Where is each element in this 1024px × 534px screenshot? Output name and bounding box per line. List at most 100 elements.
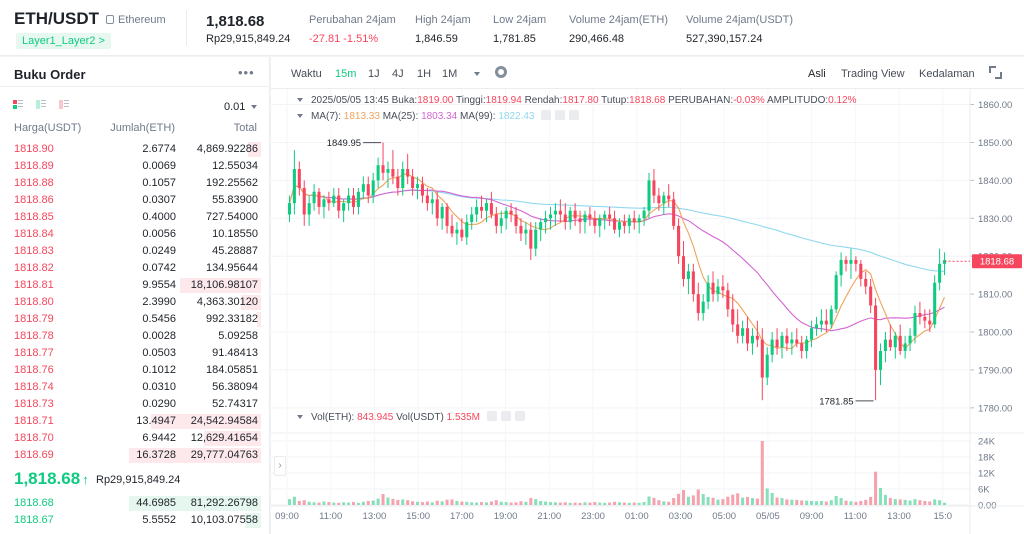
scroll-right-chevron-icon[interactable]: › <box>274 456 286 476</box>
volume-bar <box>844 500 848 505</box>
view-trading-view[interactable]: Trading View <box>841 68 905 80</box>
candle-body <box>814 324 819 329</box>
collapse-icon[interactable] <box>297 415 303 419</box>
ask-row[interactable]: 1818.78 0.0028 5.09258 <box>0 328 270 345</box>
time-tick-label: 05/05 <box>756 511 780 522</box>
visibility-icon[interactable] <box>486 411 497 421</box>
ask-row[interactable]: 1818.77 0.0503 91.48413 <box>0 345 270 362</box>
row-price: 1818.80 <box>14 296 54 308</box>
ask-row[interactable]: 1818.90 2.6774 4,869.92286 <box>0 141 270 158</box>
time-tick-label: 23:00 <box>581 511 605 522</box>
legend-change: -0.03% <box>733 95 765 106</box>
volume-bar <box>603 502 607 505</box>
ask-row[interactable]: 1818.70 6.9442 12,629.41654 <box>0 430 270 447</box>
volume-tick-label: 12K <box>978 469 996 480</box>
orderbook-both-icon[interactable] <box>13 100 23 109</box>
ask-row[interactable]: 1818.82 0.0742 134.95644 <box>0 260 270 277</box>
volume-bar <box>662 501 666 505</box>
ask-row[interactable]: 1818.81 9.9554 18,106.98107 <box>0 277 270 294</box>
depth-bar <box>151 414 261 429</box>
time-tick-label: 19:00 <box>494 511 518 522</box>
row-price: 1818.78 <box>14 330 54 342</box>
volume-bar <box>859 501 863 505</box>
pair-title[interactable]: ETH/USDT <box>14 9 99 28</box>
volume-bar <box>351 502 356 505</box>
ask-row[interactable]: 1818.89 0.0069 12.55034 <box>0 158 270 175</box>
ask-row[interactable]: 1818.86 0.0307 55.83900 <box>0 192 270 209</box>
ask-row[interactable]: 1818.83 0.0249 45.28887 <box>0 243 270 260</box>
row-total: 10.18550 <box>212 228 258 240</box>
ask-row[interactable]: 1818.85 0.4000 727.54000 <box>0 209 270 226</box>
volume-bar <box>706 497 710 505</box>
precision-select[interactable]: 0.01 <box>224 100 258 114</box>
stat-volume-eth: Volume 24jam(ETH) 290,466.48 <box>569 13 668 46</box>
candlestick-chart[interactable]: 1780.001790.001800.001810.001820.001830.… <box>271 89 1024 534</box>
candle-body <box>337 195 341 211</box>
ask-row[interactable]: 1818.73 0.0290 52.74317 <box>0 396 270 413</box>
last-price[interactable]: 1,818.68 ↑ <box>14 469 89 490</box>
candle-body <box>568 210 572 223</box>
more-options-icon[interactable]: ••• <box>238 65 255 80</box>
expand-icon[interactable] <box>989 66 1002 79</box>
col-amount-header: Jumlah(ETH) <box>110 122 175 134</box>
settings-icon[interactable] <box>500 411 511 421</box>
close-icon[interactable] <box>514 411 525 421</box>
row-total: 18,106.98107 <box>190 279 258 291</box>
orderbook-bids-icon[interactable] <box>36 100 46 109</box>
volume-bar <box>657 500 661 505</box>
coin-name[interactable]: Ethereum <box>106 13 166 27</box>
category-tag[interactable]: Layer1_Layer2 > <box>16 33 111 49</box>
interval-1h[interactable]: 1H <box>417 68 432 80</box>
candle-body <box>755 335 759 340</box>
col-price-header: Harga(USDT) <box>14 122 82 134</box>
ask-row[interactable]: 1818.74 0.0310 56.38094 <box>0 379 270 396</box>
bid-row[interactable]: 1818.67 5.5552 10,103.07558 <box>0 512 270 529</box>
candle-body <box>819 320 823 325</box>
candle-body <box>706 282 710 302</box>
collapse-icon[interactable] <box>297 98 303 102</box>
price-tick-label: 1830.00 <box>978 214 1012 225</box>
ask-row[interactable]: 1818.71 13.4947 24,542.94584 <box>0 413 270 430</box>
ask-row[interactable]: 1818.80 2.3990 4,363.30120 <box>0 294 270 311</box>
bid-row[interactable]: 1818.68 44.6985 81,292.26798 <box>0 495 270 512</box>
ask-row[interactable]: 1818.79 0.5456 992.33182 <box>0 311 270 328</box>
candle-body <box>938 263 942 283</box>
settings-icon[interactable] <box>555 110 566 120</box>
ask-row[interactable]: 1818.88 0.1057 192.25562 <box>0 175 270 192</box>
annotation-label: 1849.95 <box>327 138 361 149</box>
candle-body <box>800 343 804 351</box>
orderbook-asks-icon[interactable] <box>59 100 69 109</box>
volume-bar <box>588 502 592 505</box>
ma25-line <box>288 185 945 332</box>
interval-1j[interactable]: 1J <box>368 68 380 80</box>
time-tick-label: 11:00 <box>844 511 867 522</box>
close-icon[interactable] <box>569 110 580 120</box>
row-total: 192.25562 <box>206 177 258 189</box>
candle-body <box>878 350 883 370</box>
ask-row[interactable]: 1818.76 0.1012 184.05851 <box>0 362 270 379</box>
candle-body <box>415 184 420 188</box>
volume-bar <box>302 500 306 505</box>
collapse-icon[interactable] <box>297 114 303 118</box>
interval-4j[interactable]: 4J <box>392 68 404 80</box>
interval-1m[interactable]: 1M <box>442 68 458 80</box>
view-depth[interactable]: Kedalaman <box>919 68 975 80</box>
volume-bar <box>854 501 858 505</box>
candle-body <box>425 195 429 204</box>
header-fiat-price: Rp29,915,849.24 <box>206 33 291 45</box>
volume-bar <box>514 502 518 505</box>
ask-row[interactable]: 1818.69 16.3728 29,777.04763 <box>0 447 270 464</box>
price-tick-label: 1850.00 <box>978 138 1012 149</box>
depth-bar <box>129 496 261 511</box>
visibility-icon[interactable] <box>541 110 552 120</box>
candle-body <box>401 169 405 188</box>
ask-row[interactable]: 1818.84 0.0056 10.18550 <box>0 226 270 243</box>
volume-bar <box>391 498 395 505</box>
legend-vol-usdt-label: Vol(USDT) <box>396 412 444 423</box>
candle-body <box>563 214 567 223</box>
gear-icon[interactable] <box>495 66 507 78</box>
view-original[interactable]: Asli <box>808 68 826 80</box>
interval-15m[interactable]: 15m <box>335 68 357 80</box>
price-tick-label: 1840.00 <box>978 176 1012 187</box>
interval-more-chevron-icon[interactable] <box>474 72 480 76</box>
